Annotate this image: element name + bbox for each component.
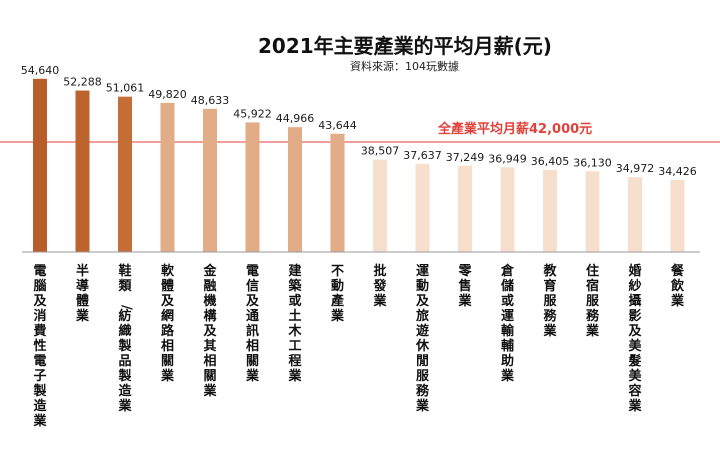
- bar-12: [500, 167, 515, 252]
- category-label-16: 餐飲業: [670, 263, 685, 309]
- value-label-11: 37,249: [446, 151, 485, 164]
- bar-4: [160, 102, 175, 253]
- value-label-6: 45,922: [233, 107, 272, 120]
- value-label-14: 36,130: [573, 156, 612, 169]
- bar-10: [415, 163, 430, 252]
- category-label-13: 教育服務業: [542, 263, 557, 339]
- bar-15: [628, 177, 642, 252]
- bar-1: [33, 78, 47, 252]
- category-label-8: 不動產業: [330, 264, 345, 324]
- category-label-11: 零售業: [457, 264, 472, 309]
- value-label-2: 52,288: [63, 76, 102, 89]
- value-label-10: 37,637: [403, 149, 442, 162]
- value-label-1: 54,640: [21, 64, 60, 77]
- chart-title: 2021年主要產業的平均月薪(元): [258, 34, 552, 58]
- bar-3: [118, 96, 132, 252]
- category-label-14: 住宿服務業: [585, 263, 600, 339]
- category-label-12: 倉儲或運輸輔助業: [500, 263, 515, 384]
- value-label-12: 36,949: [488, 152, 527, 165]
- bar-7: [288, 127, 302, 252]
- bar-11: [458, 165, 472, 252]
- bar-5: [203, 108, 217, 253]
- value-label-8: 43,644: [318, 119, 357, 132]
- category-label-3: 鞋類/紡織製品製造業: [117, 263, 133, 414]
- category-label-7: 建築或土木工程業: [287, 263, 302, 384]
- category-label-2: 半導體業: [75, 263, 90, 324]
- category-label-15: 婚紗攝影及美髮美容業: [627, 263, 642, 414]
- value-label-9: 38,507: [361, 144, 400, 157]
- value-label-3: 51,061: [106, 82, 145, 95]
- bar-6: [245, 122, 260, 252]
- bar-9: [373, 159, 387, 252]
- category-label-10: 運動及旅遊休閒服務業: [415, 264, 430, 414]
- value-label-15: 34,972: [616, 162, 655, 175]
- category-label-6: 電信及通訊相關業: [245, 264, 260, 384]
- bar-13: [543, 169, 557, 252]
- category-label-9: 批發業: [372, 263, 387, 309]
- bar-8: [330, 133, 345, 252]
- bar-2: [75, 90, 90, 252]
- chart-subtitle: 資料來源：104玩數據: [350, 60, 459, 73]
- reference-line-label: 全產業平均月薪42,000元: [438, 122, 593, 137]
- category-label-5: 金融機構及其相關業: [202, 263, 217, 399]
- value-label-16: 34,426: [658, 165, 697, 178]
- bar-16: [670, 179, 685, 252]
- category-label-4: 軟體及網路相關業: [160, 263, 175, 384]
- value-label-5: 48,633: [191, 94, 230, 107]
- category-labels-group: 電腦及消費性電子製造業 半導體業 鞋類/紡織製品製造業 軟體及網路相關業 金融機構及其相…: [32, 263, 685, 429]
- category-label-1: 電腦及消費性電子製造業: [32, 264, 47, 429]
- value-label-13: 36,405: [531, 155, 570, 168]
- bar-14: [585, 171, 600, 252]
- bars-group: [33, 78, 685, 253]
- value-label-4: 49,820: [148, 88, 187, 101]
- value-label-7: 44,966: [276, 112, 315, 125]
